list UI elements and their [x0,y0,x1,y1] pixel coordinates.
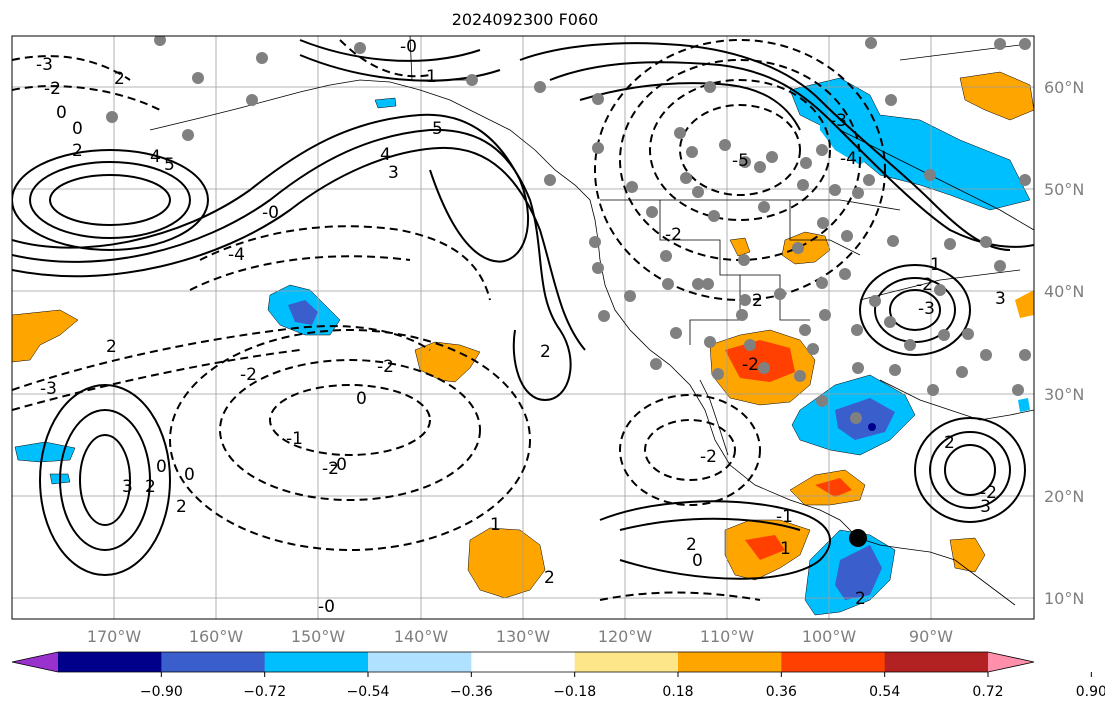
colorbar-bin [161,652,266,672]
contour-label: 2 [106,337,117,357]
contour-label: -3 [40,379,57,399]
lat-label: 40°N [1044,282,1084,301]
colorbar-bin [58,652,162,672]
contour-label: 2 [540,342,551,362]
contour-label: -4 [228,245,245,265]
contour-label: 3 [995,289,1006,309]
colorbar-tick-label: −0.90 [140,684,183,700]
contour-label: -2 [240,365,257,385]
colorbar-bin [471,652,576,672]
contour-label: -2 [322,459,339,479]
colorbar-tick-label: −0.18 [553,684,596,700]
colorbar-bin [368,652,472,672]
colorbar-tick-label: −0.72 [243,684,286,700]
colorbar: −0.90 −0.72 −0.54 −0.36 −0.18 0.18 0.36 0.54 0.7… [11,651,1105,700]
contour-label: 2 [752,291,763,311]
solid-contours [12,39,1034,580]
dashed-contours [12,39,886,601]
contour-label: -0 [318,597,335,617]
colorbar-extend-low [12,652,58,672]
colorbar-tick-label: 0.18 [662,684,693,700]
contour-label: 0 [156,457,167,477]
lat-label: 50°N [1044,180,1084,199]
contour-label: 5 [432,119,443,139]
contour-label: -2 [665,225,682,245]
contour-label: 0 [184,465,195,485]
contour-label: 2 [544,568,555,588]
lat-label: 10°N [1044,589,1084,608]
contour-label: 1 [426,67,437,87]
contour-label: 2 [72,141,83,161]
lon-label: 150°W [291,627,346,646]
contour-label: -2 [700,447,717,467]
contour-label: 1 [780,539,791,559]
lon-label: 90°W [909,627,953,646]
contour-label: -2 [44,79,61,99]
colorbar-tick-label: 0.72 [972,684,1003,700]
colorbar-outline [11,651,1035,673]
lon-label: 160°W [189,627,244,646]
lon-label: 100°W [802,627,857,646]
contour-label: -1 [776,507,793,527]
contour-label: -3 [36,55,53,75]
colorbar-tick-label: 0.36 [766,684,797,700]
contour-label: -0 [400,37,417,57]
contour-label: 2 [944,433,955,453]
contour-label: 0 [72,119,83,139]
latitude-labels: 60°N 50°N 40°N 30°N 20°N 10°N [1044,78,1084,608]
contour-label: 2 [114,69,125,89]
contour-label: 2 [855,589,866,609]
contour-label: -2 [916,275,933,295]
contour-label: -3 [918,299,935,319]
contour-label: -0 [330,455,347,475]
colorbar-extend-high [988,652,1034,672]
colorbar-tick-label: −0.36 [450,684,493,700]
colorbar-bin [781,652,886,672]
lat-label: 30°N [1044,385,1084,404]
contour-label: 0 [56,103,67,123]
contour-label: 3 [122,477,133,497]
lon-label: 110°W [700,627,755,646]
contour-label: -1 [286,429,303,449]
colorbar-tick-label: 0.90 [1076,684,1105,700]
lat-label: 60°N [1044,78,1084,97]
colorbar-bin [678,652,782,672]
colorbar-tick-label: 0.54 [869,684,900,700]
contour-label: 2 [686,535,697,555]
longitude-labels: 170°W 160°W 150°W 140°W 130°W 120°W 110°… [87,627,953,646]
contour-label: 4 [150,147,161,167]
station-markers [106,36,1031,424]
contour-label: 1 [490,515,501,535]
contour-label: 3 [388,163,399,183]
contour-label: -4 [840,149,857,169]
contour-label: 0 [692,551,703,571]
colorbar-tick-label: −0.54 [347,684,390,700]
colorbar-bin [574,652,679,672]
contour-label: -3 [974,497,991,517]
contour-label: 5 [164,155,175,175]
contour-label: -5 [732,151,749,171]
contour-label: -3 [830,111,847,131]
colorbar-bin [264,652,369,672]
highlighted-point-marker [849,529,867,547]
colorbar-bin [884,652,989,672]
lon-label: 130°W [496,627,551,646]
contour-label: 1 [930,255,941,275]
contour-label: 0 [356,389,367,409]
map-frame [11,35,1035,620]
contour-label: -2 [377,357,394,377]
contour-label: 2 [176,497,187,517]
contour-label: -0 [262,203,279,223]
map-title: 2024092300 F060 [451,10,599,29]
contour-label: -2 [742,355,759,375]
lat-label: 20°N [1044,487,1084,506]
lon-label: 120°W [598,627,653,646]
contour-label: 4 [380,145,391,165]
contour-label: -2 [980,483,997,503]
lon-label: 170°W [87,627,142,646]
contour-label: 2 [145,477,156,497]
lon-label: 140°W [394,627,449,646]
